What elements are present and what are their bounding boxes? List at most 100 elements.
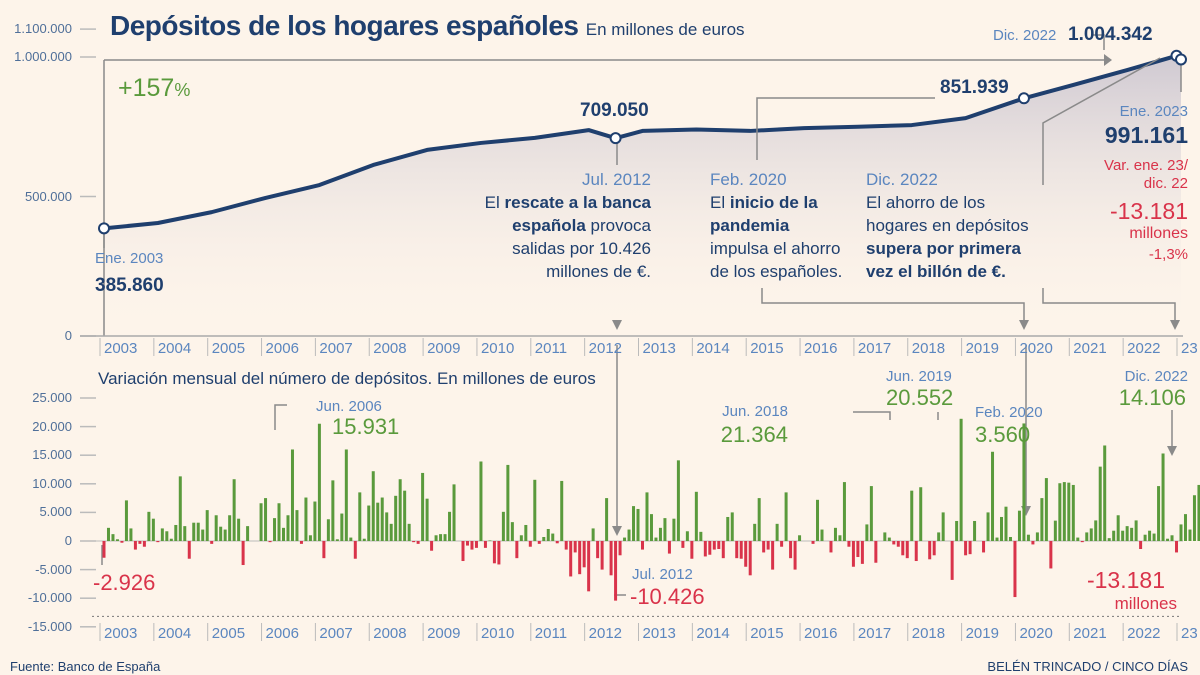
bar [268, 541, 272, 543]
connector-line [761, 288, 1025, 322]
bar [892, 541, 896, 545]
bar [1134, 520, 1138, 541]
top-x-tick-label: 2004 [157, 340, 192, 357]
bar [246, 526, 250, 541]
start-date-label: Ene. 2003 [95, 250, 164, 267]
bar [102, 541, 106, 558]
chart-subtitle: En millones de euros [585, 20, 745, 39]
bottom-y-tick-label: -5.000 [35, 561, 72, 577]
top-x-tick-label: 2003 [104, 340, 138, 357]
bar [425, 498, 429, 541]
bar [331, 480, 335, 541]
bar [317, 423, 321, 541]
bar [241, 541, 245, 566]
bar [676, 460, 680, 541]
bar [869, 486, 873, 541]
bar [865, 524, 869, 541]
bar [326, 519, 330, 541]
bar [838, 535, 842, 541]
bottom-x-tick-label: 2016 [804, 625, 838, 642]
point-marker [1175, 53, 1187, 66]
bar [632, 506, 636, 541]
bar [1076, 537, 1080, 541]
bar [658, 527, 662, 541]
bar [712, 541, 716, 550]
var-change: -13.181 [1109, 198, 1188, 224]
ann-feb2020-value: 3.560 [975, 422, 1031, 447]
jul2012-note: Jul. 2012 El rescate a la banca española… [484, 170, 651, 281]
bar [1026, 534, 1030, 541]
bottom-y-tick-label: -15.000 [27, 618, 72, 634]
bar [398, 479, 402, 541]
bar [721, 541, 725, 559]
bar [219, 526, 223, 541]
bar [483, 541, 487, 548]
bar [371, 471, 375, 541]
top-x-tick-label: 2011 [534, 340, 568, 357]
bar [1035, 532, 1039, 541]
top-x-tick-label: 2007 [319, 340, 353, 357]
bar [1089, 528, 1093, 541]
bar [1044, 478, 1048, 541]
bar [685, 531, 689, 541]
bar [344, 449, 348, 541]
bar [353, 541, 357, 559]
ann-jun2006-label: Jun. 2006 [316, 398, 382, 415]
bar [663, 518, 667, 541]
bar [766, 541, 770, 550]
top-x-tick-label: 2015 [750, 340, 784, 357]
arrowhead [1170, 320, 1180, 330]
bar [106, 527, 110, 541]
point-marker [98, 222, 110, 235]
bar [1112, 530, 1116, 541]
bar [968, 541, 972, 555]
bar [237, 518, 241, 541]
bar [914, 541, 918, 562]
bar [618, 541, 622, 556]
bar [1143, 534, 1147, 541]
bottom-x-tick-label: 2014 [696, 625, 730, 642]
arrowhead [1167, 446, 1177, 456]
top-x-tick-label: 2012 [588, 340, 623, 357]
bar [228, 515, 232, 541]
bar [623, 537, 627, 541]
bottom-x-tick-label: 2004 [157, 625, 192, 642]
bar [578, 541, 582, 575]
bar [609, 541, 613, 576]
bar [901, 541, 905, 556]
top-y-tick-label: 1.000.000 [14, 49, 72, 64]
bar [349, 537, 353, 541]
bar [510, 522, 514, 541]
bottom-x-tick-label: 2011 [534, 625, 568, 642]
bar [1103, 445, 1107, 541]
bar [421, 472, 425, 541]
bottom-y-tick-label: 20.000 [32, 418, 72, 434]
bar [1166, 538, 1170, 541]
bar [282, 527, 285, 541]
bar [120, 541, 124, 543]
bar [928, 541, 932, 560]
top-y-tick-label: 0 [64, 328, 72, 343]
bar [784, 492, 788, 541]
bar [111, 534, 115, 541]
bar [232, 479, 236, 541]
ann-jun2018-value: 21.364 [720, 422, 788, 447]
bar [515, 541, 519, 559]
ann-jul2012-label: Jul. 2012 [632, 566, 693, 583]
bar [982, 541, 986, 553]
bar [780, 541, 784, 547]
bar [439, 534, 443, 541]
bar [1157, 486, 1161, 541]
growth-label: +157% [118, 74, 191, 102]
ann-last-unit: millones [1114, 594, 1177, 613]
top-x-tick-label: 2019 [965, 340, 999, 357]
bar [596, 541, 600, 559]
bar [394, 495, 398, 541]
bar [896, 541, 900, 547]
bar [717, 541, 721, 550]
bar [192, 522, 196, 541]
bar [1125, 526, 1129, 541]
connector-line [1091, 34, 1105, 50]
top-x-tick-label: 2016 [804, 340, 838, 357]
bottom-x-tick-label: 23 [1181, 625, 1198, 642]
